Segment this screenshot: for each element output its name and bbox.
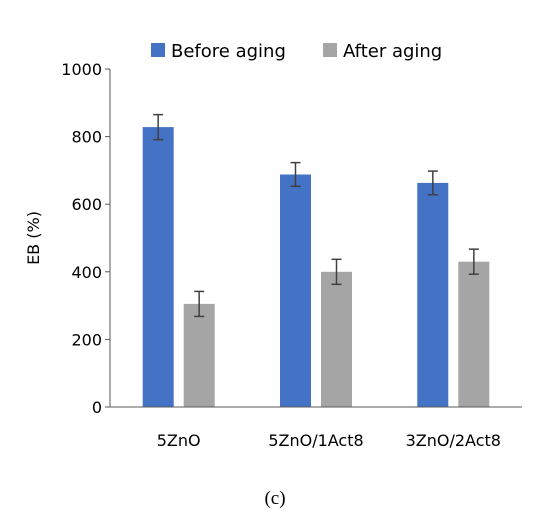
bar-chart: Before aging After aging EB (%) 0 200 400 6… [24, 41, 522, 450]
legend-label-after-aging: After aging [343, 41, 442, 62]
errorbar-after-aging-0 [194, 290, 205, 318]
y-tick-label: 0 [92, 398, 102, 417]
x-category-label: 5ZnO [157, 431, 201, 450]
legend-swatch-before-aging [151, 43, 165, 57]
y-ticks-layer: 0 200 400 600 800 1000 [61, 60, 110, 417]
bar-before-aging-2 [417, 182, 449, 407]
errorbar-before-aging-2 [427, 170, 438, 196]
errorbar-after-aging-2 [468, 248, 479, 275]
y-tick-label: 1000 [61, 60, 102, 79]
legend-label-before-aging: Before aging [171, 41, 286, 62]
legend-swatch-after-aging [323, 43, 337, 57]
bar-after-aging-0 [183, 303, 215, 407]
bar-before-aging-1 [280, 174, 311, 407]
errorbar-before-aging-0 [153, 113, 164, 141]
panel-label: (c) [264, 488, 286, 509]
x-categories-layer: 5ZnO 5ZnO/1Act8 3ZnO/2Act8 [157, 431, 501, 450]
y-tick-label: 400 [71, 263, 102, 282]
y-axis-title: EB (%) [24, 211, 43, 265]
errorbars-layer [153, 113, 479, 318]
bars-layer [142, 127, 490, 407]
x-category-label: 3ZnO/2Act8 [406, 431, 501, 450]
y-tick-label: 800 [71, 128, 102, 147]
y-tick-label: 200 [71, 330, 102, 349]
errorbar-before-aging-1 [290, 161, 301, 188]
bar-after-aging-1 [321, 271, 352, 407]
bar-after-aging-2 [458, 261, 490, 407]
errorbar-after-aging-1 [331, 258, 342, 286]
y-tick-label: 600 [71, 195, 102, 214]
axes-layer [109, 69, 522, 408]
x-category-label: 5ZnO/1Act8 [268, 431, 363, 450]
legend: Before aging After aging [151, 41, 442, 62]
bar-before-aging-0 [142, 127, 174, 407]
